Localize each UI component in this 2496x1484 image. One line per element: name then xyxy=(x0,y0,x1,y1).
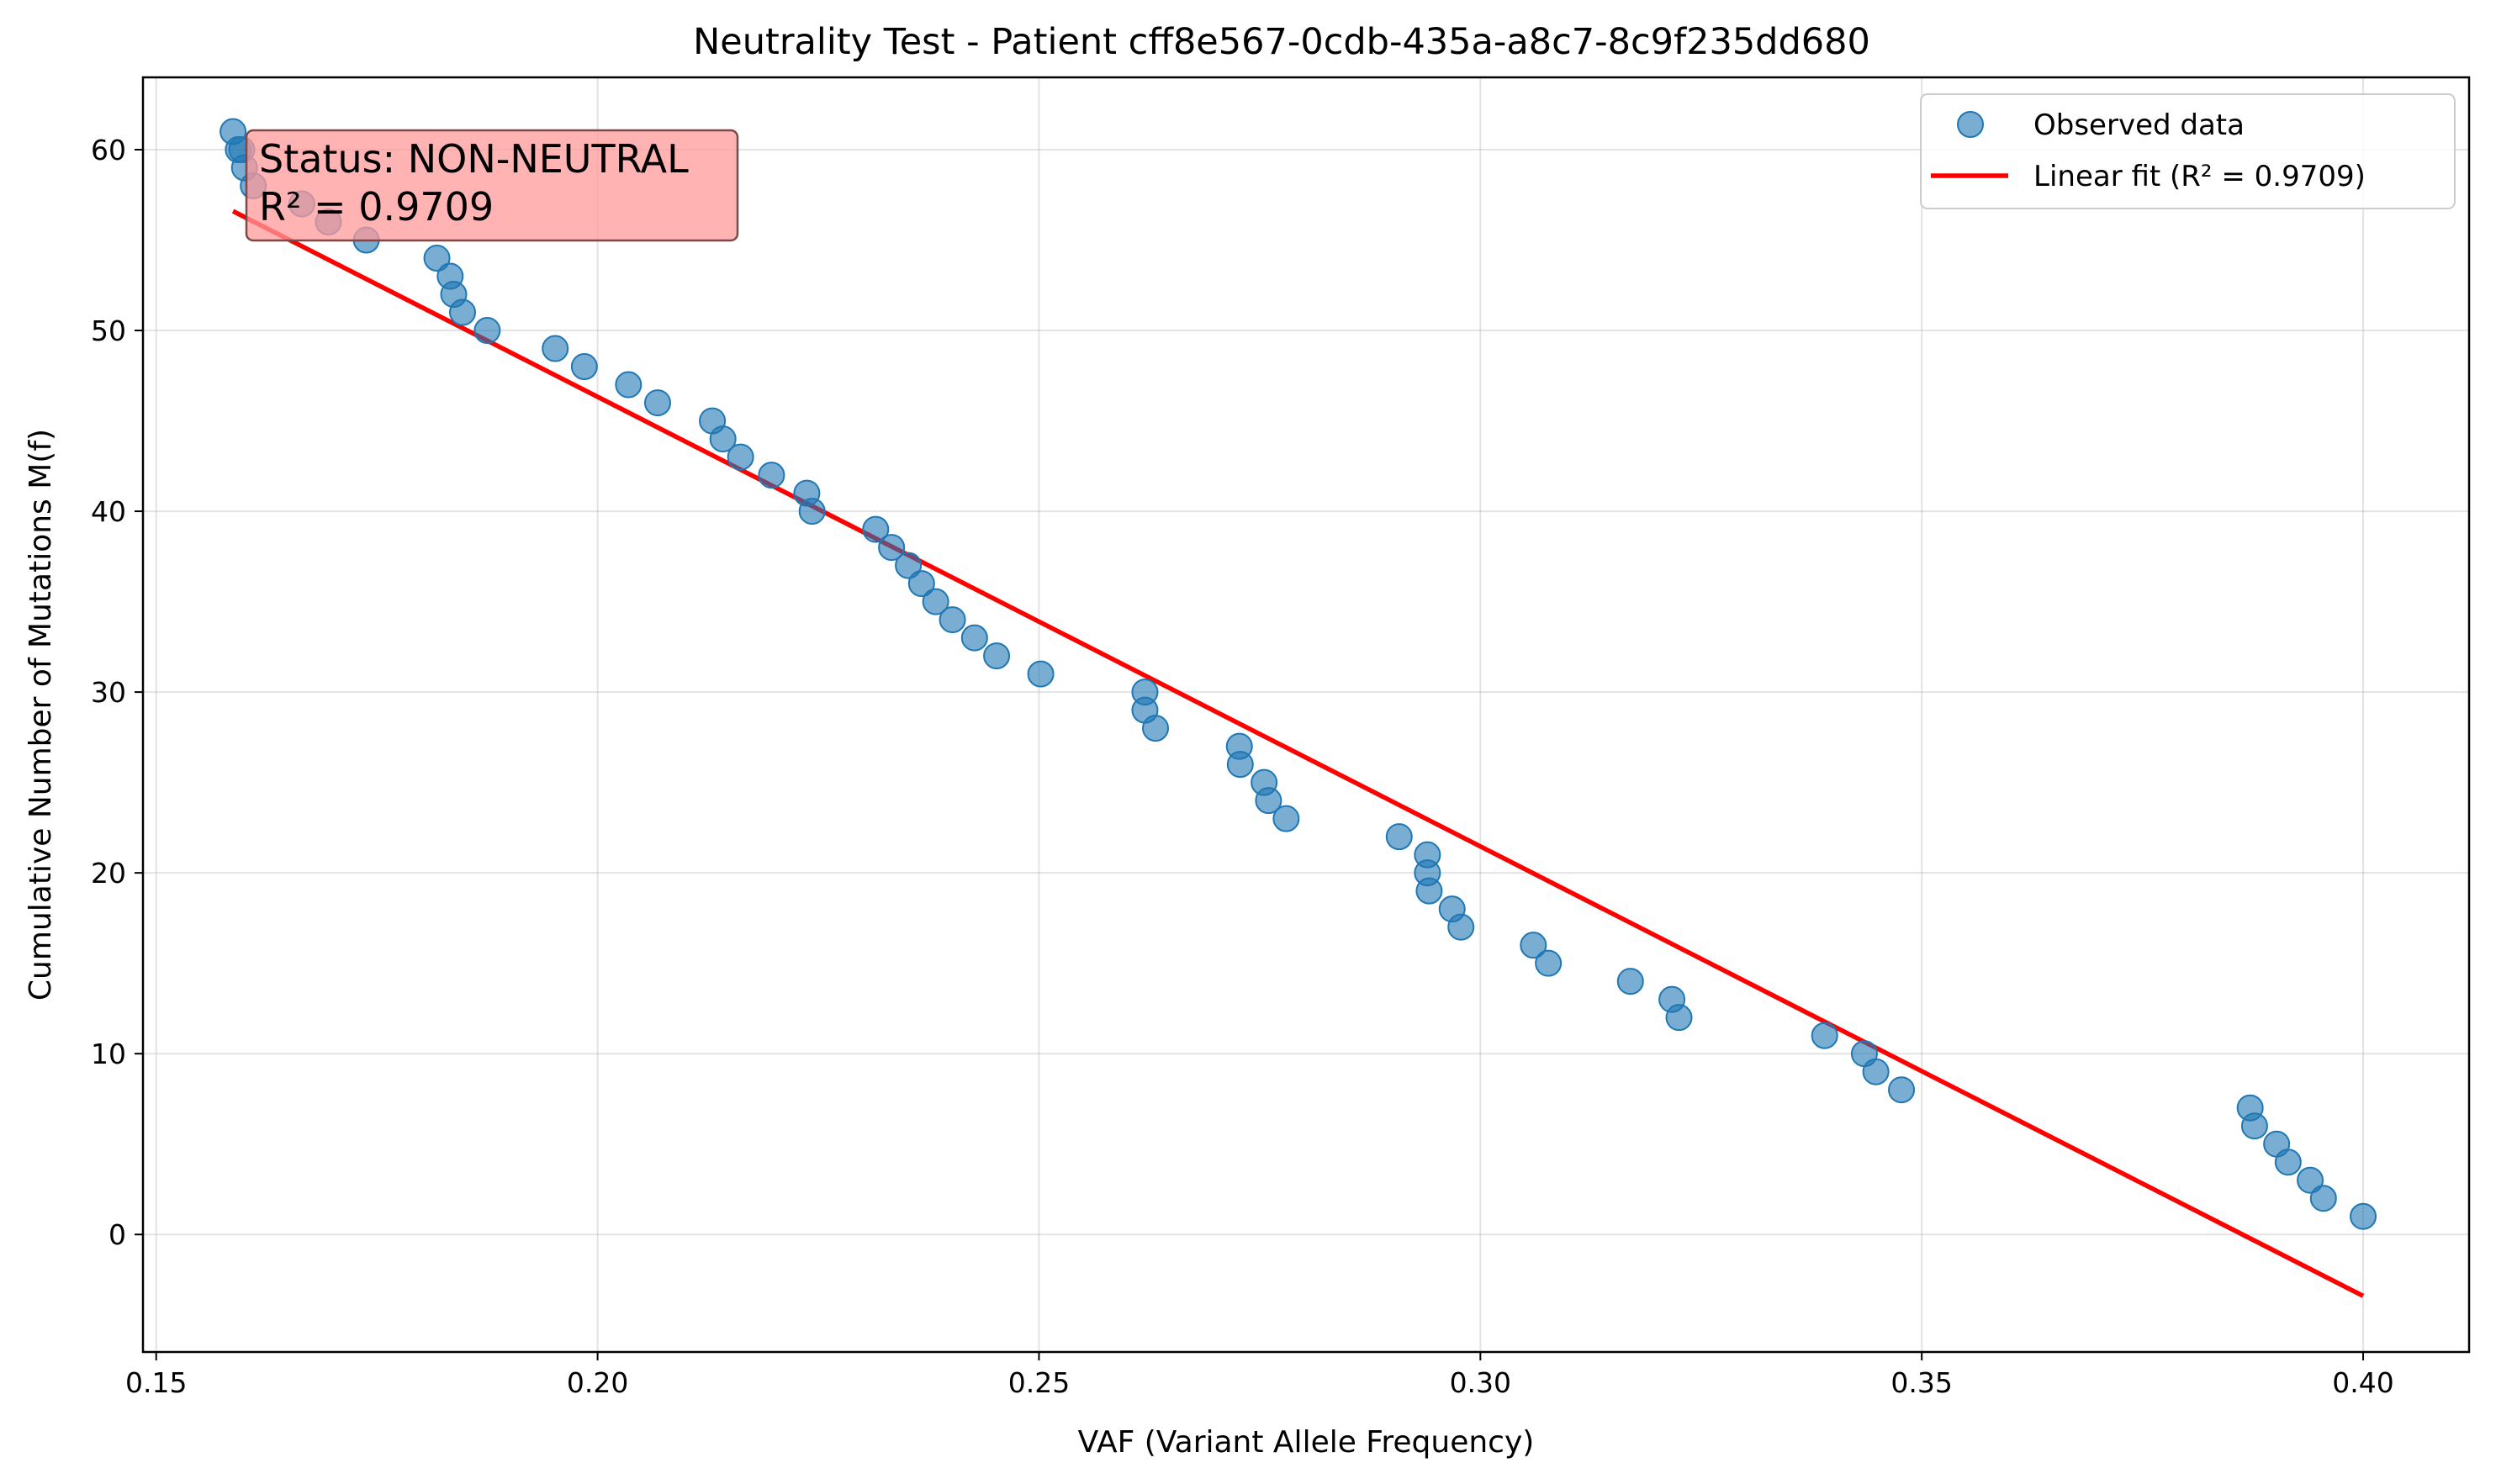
data-point xyxy=(983,642,1011,670)
legend-label-observed: Observed data xyxy=(2033,108,2245,142)
legend-label-fit: Linear fit (R² = 0.9709) xyxy=(2033,160,2366,193)
data-point xyxy=(615,371,643,399)
data-point xyxy=(643,389,671,417)
legend-marker-observed xyxy=(1957,111,1984,138)
data-point xyxy=(2297,1166,2324,1194)
status-line: Status: NON-NEUTRAL xyxy=(259,136,689,182)
data-point xyxy=(1027,660,1055,688)
x-tick-label: 0.15 xyxy=(125,1366,187,1399)
data-point xyxy=(798,498,826,525)
data-point xyxy=(2240,1112,2268,1140)
x-tick-label: 0.25 xyxy=(1008,1366,1070,1399)
data-point xyxy=(2274,1149,2302,1176)
scatter-points xyxy=(219,118,2377,1230)
data-point xyxy=(1665,1004,1693,1032)
legend-box xyxy=(1920,93,2456,209)
x-axis-label: VAF (Variant Allele Frequency) xyxy=(1078,1425,1535,1460)
r-squared-line: R² = 0.9709 xyxy=(259,184,494,230)
fit-line-layer xyxy=(231,209,2365,1298)
plot-frame xyxy=(141,76,2471,1354)
y-tick-label: 0 xyxy=(108,1218,126,1251)
status-box xyxy=(245,129,739,242)
x-tick-label: 0.35 xyxy=(1891,1366,1952,1399)
data-point xyxy=(862,515,890,543)
data-point xyxy=(922,588,949,615)
data-point xyxy=(2350,1202,2377,1230)
data-point xyxy=(907,570,935,598)
y-axis-label: Cumulative Number of Mutations M(f) xyxy=(24,429,58,1001)
data-point xyxy=(727,443,754,471)
data-point xyxy=(1142,715,1170,742)
data-point xyxy=(1535,949,1563,977)
data-point xyxy=(758,462,785,489)
data-point xyxy=(1862,1058,1890,1085)
data-point xyxy=(1272,805,1300,832)
data-point xyxy=(1616,968,1644,995)
data-point xyxy=(1811,1022,1838,1049)
fit-line xyxy=(231,209,2365,1298)
data-point xyxy=(960,624,988,652)
data-point xyxy=(2309,1185,2337,1212)
data-point xyxy=(1447,913,1475,941)
data-point xyxy=(448,298,476,326)
x-tick-label: 0.40 xyxy=(2332,1366,2393,1399)
data-point xyxy=(1520,932,1547,959)
y-tick-label: 30 xyxy=(91,676,126,709)
x-axis-ticks: 0.15 0.20 0.25 0.30 0.35 0.40 xyxy=(125,1352,2394,1399)
grid xyxy=(143,77,2469,1352)
y-axis-ticks: 0 10 20 30 40 50 60 xyxy=(91,134,143,1251)
y-tick-label: 10 xyxy=(91,1038,126,1070)
data-point xyxy=(542,335,569,362)
data-point xyxy=(878,534,906,562)
y-tick-label: 20 xyxy=(91,857,126,890)
data-point xyxy=(1888,1076,1916,1104)
chart-title: Neutrality Test - Patient cff8e567-0cdb-… xyxy=(693,21,1870,63)
data-point xyxy=(709,425,737,453)
data-point xyxy=(1255,787,1282,815)
data-point xyxy=(1415,877,1443,905)
y-tick-label: 60 xyxy=(91,134,126,166)
y-tick-label: 50 xyxy=(91,314,126,347)
x-tick-label: 0.20 xyxy=(567,1366,628,1399)
data-point xyxy=(570,353,598,381)
data-point xyxy=(1385,823,1413,851)
data-point xyxy=(939,606,966,634)
data-point xyxy=(473,317,501,345)
legend: Observed data Linear fit (R² = 0.9709) xyxy=(1920,93,2456,209)
data-point xyxy=(895,552,923,579)
x-tick-label: 0.30 xyxy=(1450,1366,1511,1399)
data-point xyxy=(1226,751,1254,779)
status-annotation: Status: NON-NEUTRAL R² = 0.9709 xyxy=(245,129,739,242)
data-point xyxy=(423,245,451,272)
y-tick-label: 40 xyxy=(91,495,126,528)
